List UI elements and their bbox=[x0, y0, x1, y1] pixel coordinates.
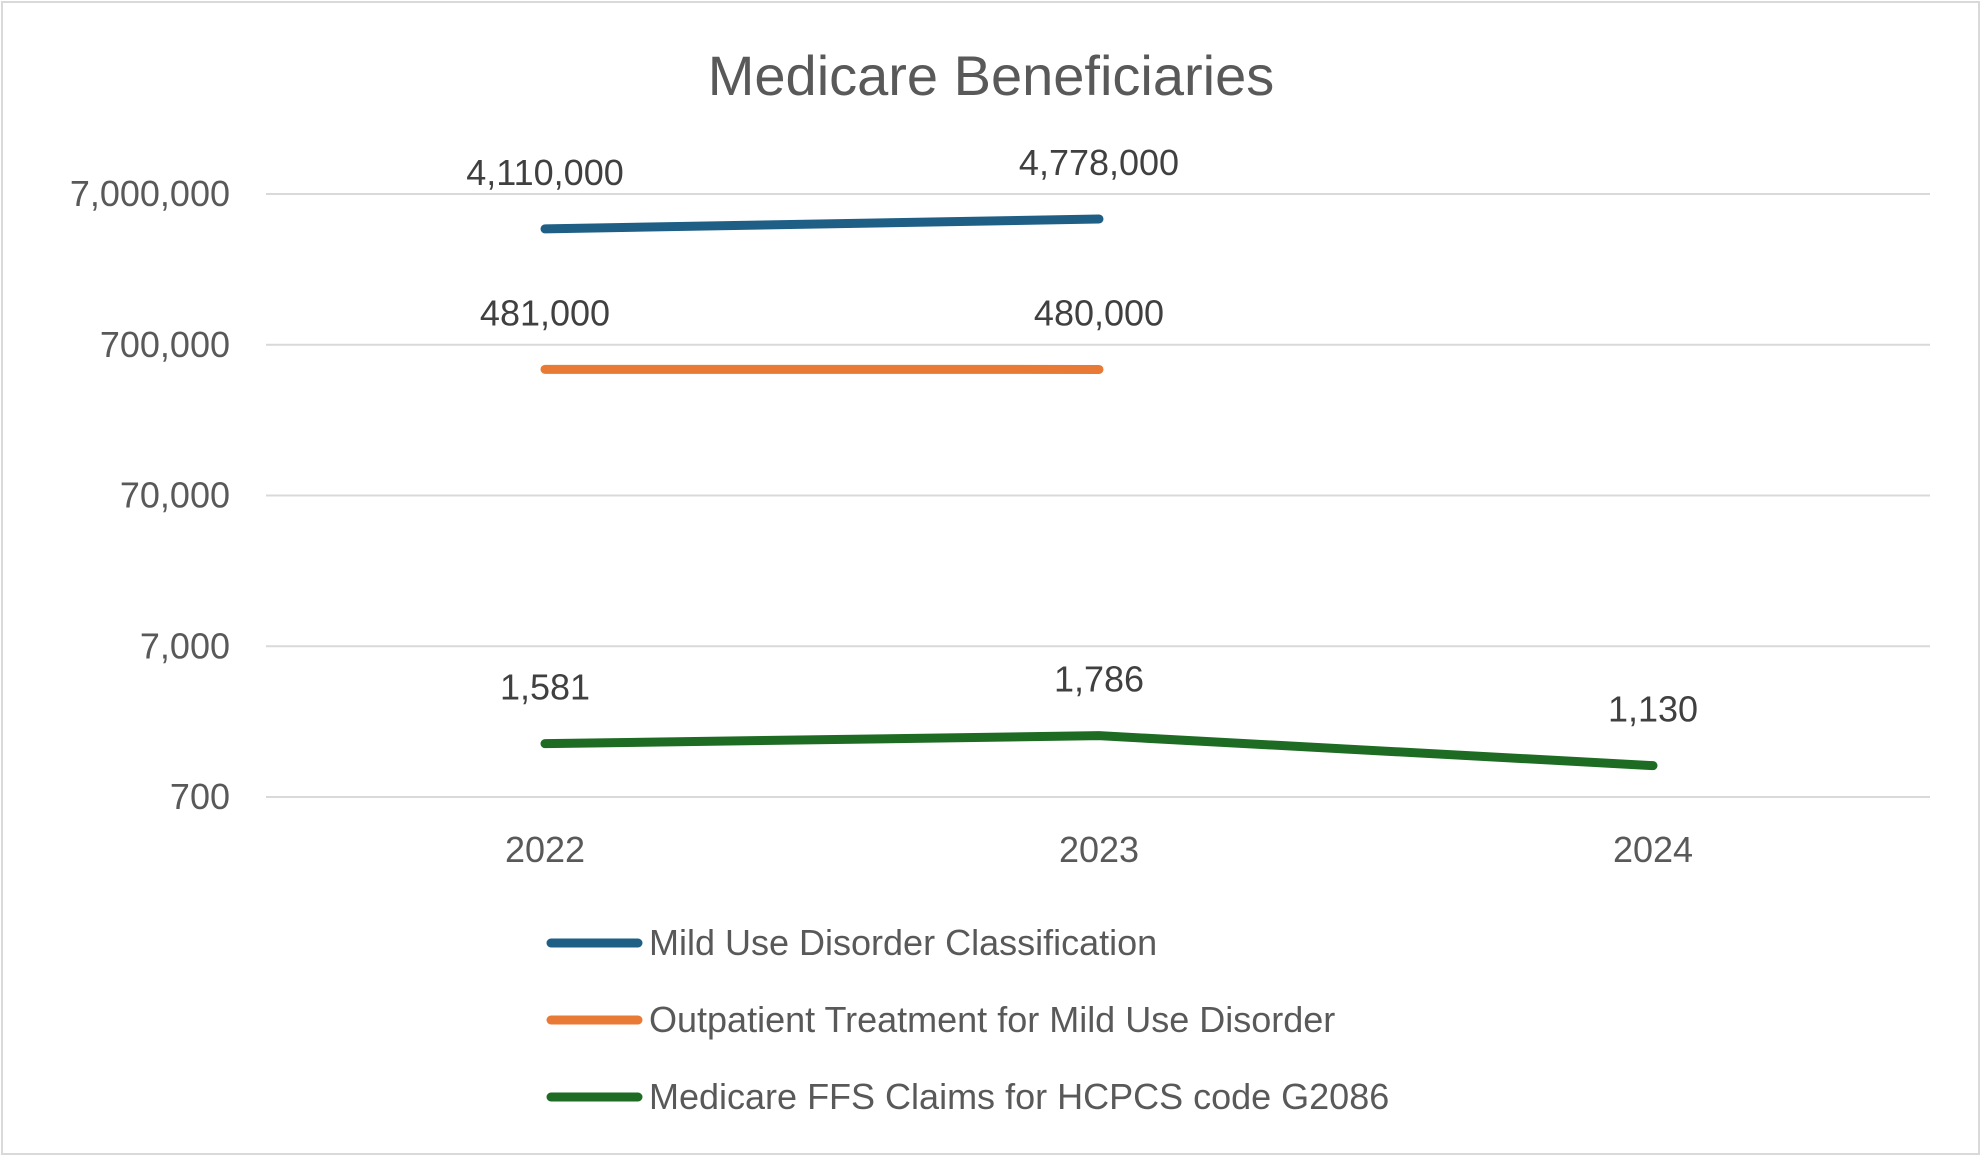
y-tick-label: 7,000 bbox=[140, 625, 230, 666]
series-lines bbox=[540, 214, 1658, 771]
data-label: 480,000 bbox=[1034, 292, 1164, 333]
y-axis-tick-labels: 700 7,000 70,000 700,000 7,000,000 bbox=[70, 173, 230, 817]
data-label: 481,000 bbox=[480, 292, 610, 333]
legend: Mild Use Disorder Classification Outpatie… bbox=[546, 922, 1389, 1117]
y-tick-label: 700,000 bbox=[100, 324, 230, 365]
x-tick-label: 2022 bbox=[505, 829, 585, 870]
y-tick-label: 700 bbox=[170, 776, 230, 817]
legend-label: Medicare FFS Claims for HCPCS code G2086 bbox=[649, 1076, 1389, 1117]
x-tick-label: 2024 bbox=[1613, 829, 1693, 870]
data-label: 4,778,000 bbox=[1019, 142, 1179, 183]
legend-label: Outpatient Treatment for Mild Use Disord… bbox=[649, 999, 1335, 1040]
y-tick-label: 7,000,000 bbox=[70, 173, 230, 214]
data-label: 1,581 bbox=[500, 667, 590, 708]
data-label: 4,110,000 bbox=[466, 152, 623, 193]
data-label: 1,786 bbox=[1054, 659, 1144, 700]
chart-title: Medicare Beneficiaries bbox=[708, 44, 1274, 107]
series-line bbox=[540, 731, 1658, 771]
data-label: 1,130 bbox=[1608, 689, 1698, 730]
y-tick-label: 70,000 bbox=[120, 475, 230, 516]
gridlines bbox=[266, 193, 1930, 798]
x-axis-tick-labels: 2022 2023 2024 bbox=[505, 829, 1693, 870]
data-labels: 4,110,000 4,778,000 481,000 480,000 1,581 1,7… bbox=[466, 142, 1698, 730]
x-tick-label: 2023 bbox=[1059, 829, 1139, 870]
series-line bbox=[540, 214, 1104, 234]
legend-label: Mild Use Disorder Classification bbox=[649, 922, 1157, 963]
